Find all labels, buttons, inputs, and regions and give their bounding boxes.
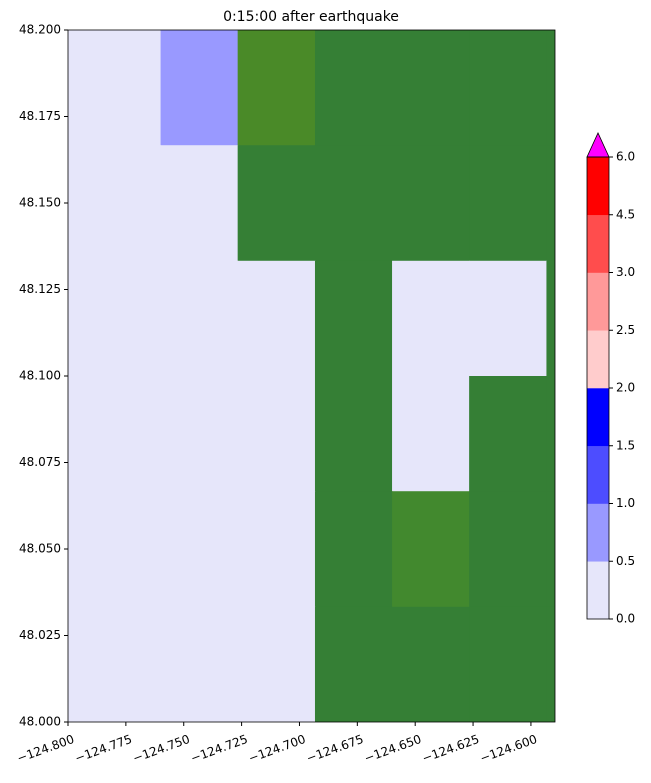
depth-cell (392, 260, 470, 377)
land-cell (392, 606, 470, 722)
depth-cell (68, 606, 162, 722)
depth-cell (237, 260, 316, 377)
depth-cell (160, 491, 239, 608)
depth-cell (469, 260, 547, 377)
colorbar-tick-label: 0.5 (616, 554, 635, 568)
depth-cell (68, 145, 162, 262)
depth-cell (68, 491, 162, 608)
colorbar-tick-label: 0.0 (616, 612, 635, 626)
y-tick-label: 48.050 (19, 542, 61, 556)
land-cell (314, 606, 393, 722)
colorbar-tick-label: 2.0 (616, 381, 635, 395)
colorbar-bin (587, 503, 609, 562)
depth-cell (392, 376, 470, 492)
x-tick-label: −124.650 (362, 732, 423, 766)
land-cell (314, 491, 393, 608)
x-tick-label: −124.625 (420, 732, 481, 766)
colorbar-bin (587, 388, 609, 447)
x-tick-label: −124.750 (131, 732, 192, 766)
land-cell (469, 145, 547, 262)
depth-cell (237, 491, 316, 608)
y-tick-label: 48.150 (19, 196, 61, 210)
land-cell (546, 491, 555, 608)
y-tick-label: 48.125 (19, 282, 61, 296)
land-cell (546, 606, 555, 722)
land-cell (469, 606, 547, 722)
depth-cell (68, 376, 162, 492)
x-tick-label: −124.775 (73, 732, 134, 766)
colorbar-bin (587, 330, 609, 389)
land-cell (469, 30, 547, 146)
land-cell (314, 260, 393, 377)
colorbar-bin (587, 272, 609, 331)
depth-cell (160, 145, 239, 262)
y-tick-label: 48.075 (19, 455, 61, 469)
land-cell (469, 491, 547, 608)
x-tick-label: −124.800 (15, 732, 76, 766)
colorbar-bin (587, 157, 609, 216)
depth-cell (68, 30, 162, 146)
land-cell (546, 145, 555, 262)
land-cell (392, 30, 470, 146)
land-cell (392, 491, 470, 608)
colorbar-tick-label: 2.5 (616, 323, 635, 337)
colorbar-bin (587, 561, 609, 620)
y-tick-label: 48.100 (19, 369, 61, 383)
colorbar-tick-label: 3.0 (616, 265, 635, 279)
land-cell (314, 376, 393, 492)
colorbar-tick-label: 1.0 (616, 496, 635, 510)
chart-title: 0:15:00 after earthquake (223, 9, 399, 25)
y-tick-label: 48.175 (19, 109, 61, 123)
x-tick-label: −124.600 (478, 732, 539, 766)
x-tick-label: −124.725 (189, 732, 250, 766)
land-cell (392, 145, 470, 262)
depth-cell (160, 606, 239, 722)
land-cell (314, 30, 393, 146)
x-tick-label: −124.700 (247, 732, 308, 766)
depth-cell (160, 30, 239, 146)
colorbar-extend (586, 132, 610, 158)
depth-cell (160, 260, 239, 377)
land-cell (314, 145, 393, 262)
depth-cell (160, 376, 239, 492)
y-tick-label: 48.025 (19, 628, 61, 642)
colorbar-tick-label: 6.0 (616, 150, 635, 164)
colorbar-tick-label: 1.5 (616, 438, 635, 452)
land-cell (237, 30, 316, 146)
land-cell (546, 376, 555, 492)
colorbar-bin (587, 214, 609, 273)
depth-cell (68, 260, 162, 377)
depth-cell (237, 606, 316, 722)
colorbar-tick-label: 4.5 (616, 207, 635, 221)
land-cell (469, 376, 547, 492)
x-tick-label: −124.675 (304, 732, 365, 766)
depth-cell (237, 376, 316, 492)
land-cell (546, 30, 555, 146)
y-tick-label: 48.200 (19, 23, 61, 37)
plot-area (68, 30, 555, 722)
y-tick-label: 48.000 (19, 715, 61, 729)
land-cell (237, 145, 316, 262)
colorbar-bin (587, 445, 609, 504)
land-cell (546, 260, 555, 377)
